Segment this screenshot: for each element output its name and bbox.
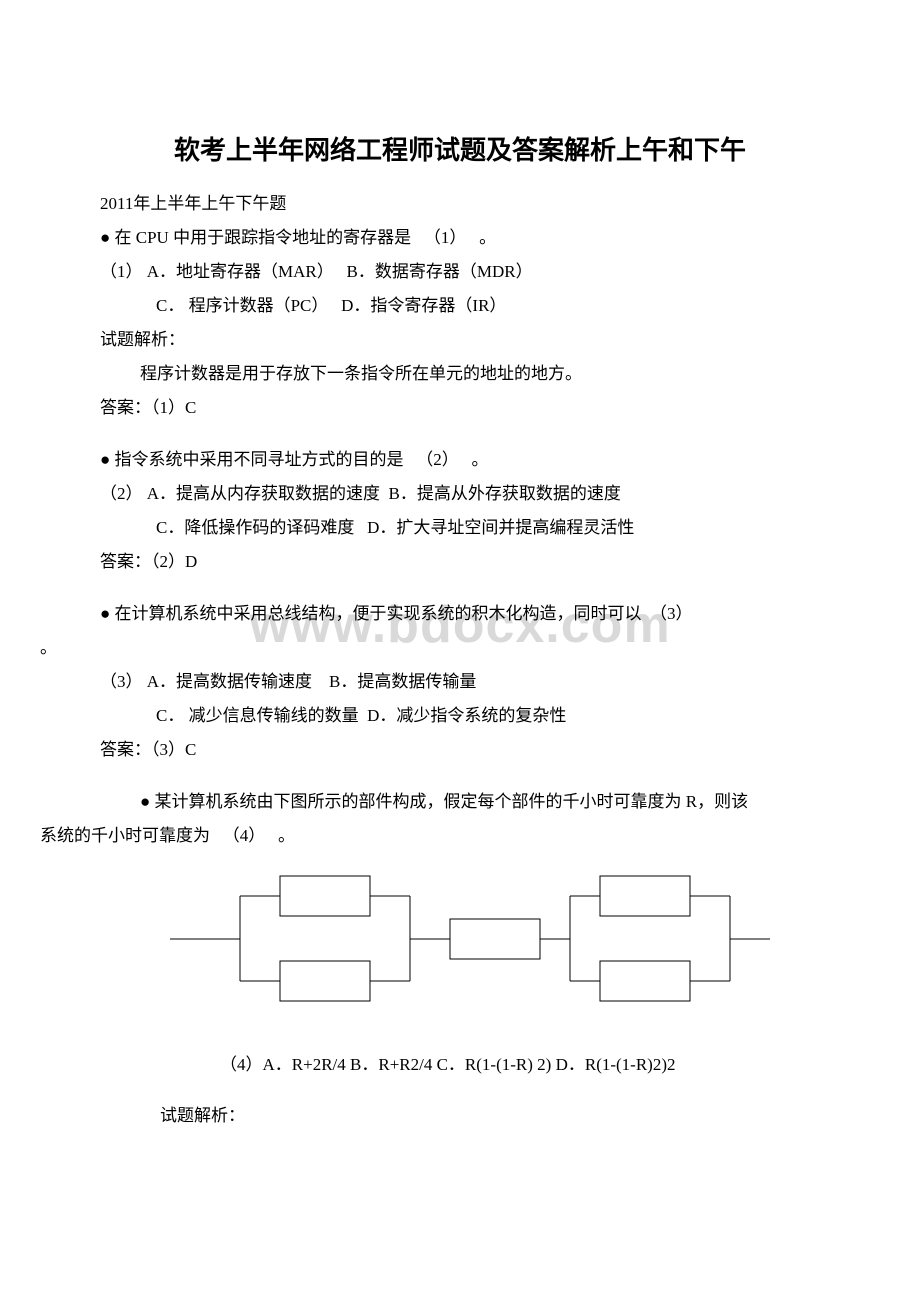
- q1-options-cd: C． 程序计数器（PC） D．指令寄存器（IR）: [100, 289, 820, 323]
- q3-options-ab: （3） A．提高数据传输速度 B．提高数据传输量: [100, 665, 820, 699]
- q1-options-ab: （1） A．地址寄存器（MAR） B．数据寄存器（MDR）: [100, 255, 820, 289]
- q4-stem-1: ● 某计算机系统由下图所示的部件构成，假定每个部件的千小时可靠度为 R，则该: [100, 785, 820, 819]
- q3-options-cd: C． 减少信息传输线的数量 D．减少指令系统的复杂性: [100, 699, 820, 733]
- q4-options: （4）A．R+2R/4 B．R+R2/4 C．R(1-(1-R) 2) D．R(…: [100, 1048, 820, 1082]
- document-page: 软考上半年网络工程师试题及答案解析上午和下午 2011年上半年上午下午题 ● 在…: [0, 0, 920, 1193]
- subtitle: 2011年上半年上午下午题: [100, 187, 820, 221]
- page-title: 软考上半年网络工程师试题及答案解析上午和下午: [100, 130, 820, 167]
- q2-answer: 答案：（2）D: [100, 545, 820, 579]
- q2-options-cd: C．降低操作码的译码难度 D．扩大寻址空间并提高编程灵活性: [100, 511, 820, 545]
- q4-analysis-label: 试题解析：: [100, 1099, 820, 1133]
- q3-stem-2: 。: [40, 631, 820, 665]
- q4-stem-2: 系统的千小时可靠度为 （4） 。: [40, 819, 820, 853]
- q1-stem: ● 在 CPU 中用于跟踪指令地址的寄存器是 （1） 。: [100, 221, 820, 255]
- q3-answer: 答案：（3）C: [100, 733, 820, 767]
- q1-analysis-body: 程序计数器是用于存放下一条指令所在单元的地址的地方。: [100, 357, 820, 391]
- reliability-diagram: [160, 861, 820, 1031]
- q2-stem: ● 指令系统中采用不同寻址方式的目的是 （2） 。: [100, 443, 820, 477]
- q1-answer: 答案：（1）C: [100, 391, 820, 425]
- q1-analysis-label: 试题解析：: [100, 323, 820, 357]
- diagram-svg: [160, 861, 770, 1031]
- q3-stem-1: ● 在计算机系统中采用总线结构，便于实现系统的积木化构造，同时可以 （3）: [100, 597, 820, 631]
- q2-options-ab: （2） A．提高从内存获取数据的速度 B．提高从外存获取数据的速度: [100, 477, 820, 511]
